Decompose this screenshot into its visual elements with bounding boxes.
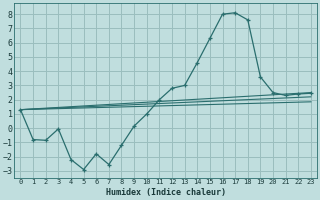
X-axis label: Humidex (Indice chaleur): Humidex (Indice chaleur) (106, 188, 226, 197)
